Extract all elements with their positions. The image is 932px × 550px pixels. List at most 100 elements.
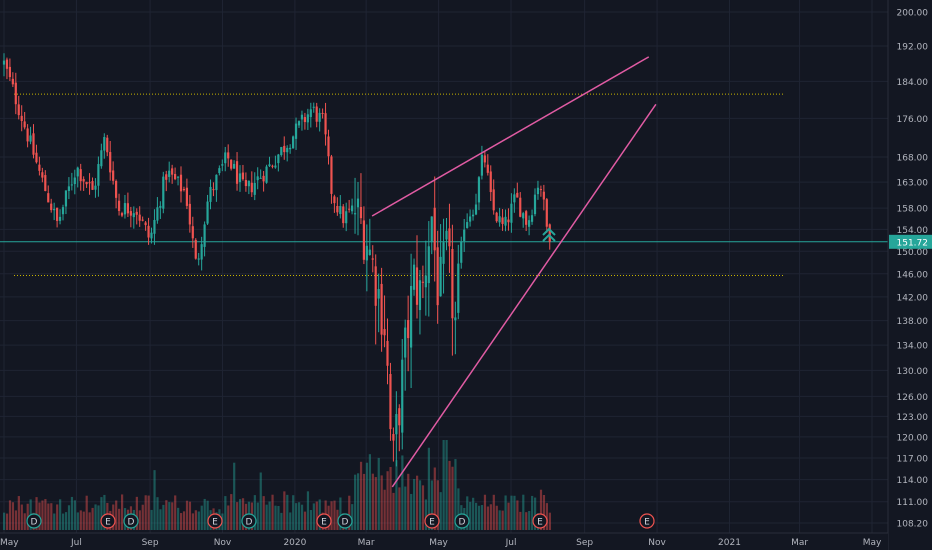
candle-body[interactable]: [200, 244, 203, 260]
candle-body[interactable]: [342, 206, 345, 224]
candle-body[interactable]: [14, 82, 17, 105]
candle-body[interactable]: [530, 215, 534, 222]
candle-body[interactable]: [327, 136, 330, 157]
candle-body[interactable]: [460, 242, 463, 263]
candle-body[interactable]: [525, 211, 528, 225]
candle-body[interactable]: [303, 117, 306, 123]
candle-body[interactable]: [156, 207, 159, 221]
candle-body[interactable]: [501, 217, 504, 224]
lower-trendline[interactable]: [391, 103, 657, 488]
candle-body[interactable]: [47, 193, 50, 203]
candle-body[interactable]: [162, 176, 165, 209]
candle-body[interactable]: [209, 186, 212, 202]
candle-body[interactable]: [315, 106, 318, 122]
candle-body[interactable]: [483, 155, 486, 163]
candle-body[interactable]: [129, 211, 132, 216]
candle-body[interactable]: [463, 229, 466, 241]
candle-body[interactable]: [466, 222, 469, 228]
candle-body[interactable]: [256, 176, 259, 181]
candle-body[interactable]: [262, 175, 265, 182]
candle-body[interactable]: [362, 220, 365, 260]
candle-body[interactable]: [174, 173, 177, 180]
candle-body[interactable]: [64, 190, 68, 207]
candle-body[interactable]: [168, 170, 171, 177]
candle-body[interactable]: [477, 177, 481, 203]
candle-body[interactable]: [377, 289, 380, 299]
candle-body[interactable]: [436, 247, 439, 306]
candle-body[interactable]: [76, 167, 79, 177]
candle-body[interactable]: [185, 187, 188, 206]
candle-body[interactable]: [144, 222, 147, 226]
candle-body[interactable]: [407, 320, 410, 339]
candle-body[interactable]: [224, 152, 227, 164]
candle-body[interactable]: [321, 112, 324, 114]
candle-body[interactable]: [61, 207, 65, 215]
candle-body[interactable]: [17, 104, 20, 116]
candle-body[interactable]: [401, 359, 404, 433]
candle-body[interactable]: [480, 154, 483, 176]
candle-body[interactable]: [371, 258, 374, 260]
candle-body[interactable]: [286, 147, 289, 153]
candle-body[interactable]: [2, 60, 6, 65]
candle-body[interactable]: [469, 216, 472, 222]
candle-body[interactable]: [412, 264, 416, 290]
candle-body[interactable]: [97, 164, 100, 186]
candle-body[interactable]: [253, 182, 256, 195]
candle-body[interactable]: [474, 204, 478, 215]
candle-body[interactable]: [103, 137, 106, 151]
candle-body[interactable]: [442, 242, 445, 264]
candle-body[interactable]: [339, 206, 342, 215]
candle-body[interactable]: [171, 168, 174, 175]
candle-body[interactable]: [233, 163, 236, 169]
candle-body[interactable]: [259, 177, 262, 179]
candle-body[interactable]: [519, 197, 522, 217]
candle-body[interactable]: [79, 169, 82, 182]
candle-body[interactable]: [206, 201, 209, 224]
candle-body[interactable]: [421, 281, 424, 283]
candle-body[interactable]: [324, 113, 327, 135]
candle-body[interactable]: [94, 185, 97, 190]
candle-body[interactable]: [309, 109, 312, 118]
candle-body[interactable]: [109, 152, 112, 173]
time-axis[interactable]: [0, 533, 888, 550]
candle-body[interactable]: [20, 115, 23, 122]
candle-body[interactable]: [318, 112, 321, 122]
candle-body[interactable]: [277, 154, 280, 164]
earnings-marker[interactable]: [207, 513, 223, 529]
candle-body[interactable]: [542, 191, 545, 200]
candle-body[interactable]: [235, 161, 239, 184]
candle-body[interactable]: [41, 172, 44, 178]
candle-body[interactable]: [294, 123, 298, 139]
candle-body[interactable]: [536, 187, 540, 195]
candle-body[interactable]: [522, 213, 525, 219]
earnings-marker[interactable]: [316, 513, 332, 529]
earnings-marker[interactable]: [100, 513, 116, 529]
candle-body[interactable]: [333, 196, 336, 204]
dividend-marker[interactable]: [123, 513, 139, 529]
candle-body[interactable]: [289, 147, 292, 150]
candle-body[interactable]: [23, 121, 26, 128]
candle-body[interactable]: [197, 258, 200, 260]
candle-body[interactable]: [29, 135, 32, 142]
candle-body[interactable]: [312, 106, 315, 108]
candle-body[interactable]: [115, 180, 118, 198]
candle-body[interactable]: [283, 145, 286, 153]
candle-body[interactable]: [271, 165, 274, 167]
candle-body[interactable]: [159, 205, 162, 208]
candle-body[interactable]: [386, 340, 389, 366]
candle-body[interactable]: [179, 174, 183, 192]
candle-body[interactable]: [56, 207, 59, 221]
candle-body[interactable]: [486, 164, 489, 173]
candle-body[interactable]: [351, 205, 354, 212]
candle-body[interactable]: [67, 186, 70, 192]
candle-body[interactable]: [300, 114, 304, 120]
candle-body[interactable]: [410, 285, 413, 348]
candle-body[interactable]: [88, 182, 91, 184]
candle-body[interactable]: [182, 189, 186, 191]
candle-body[interactable]: [306, 114, 309, 123]
candle-body[interactable]: [392, 434, 395, 441]
candle-body[interactable]: [241, 172, 245, 180]
candle-body[interactable]: [448, 228, 451, 247]
candle-body[interactable]: [100, 150, 103, 167]
